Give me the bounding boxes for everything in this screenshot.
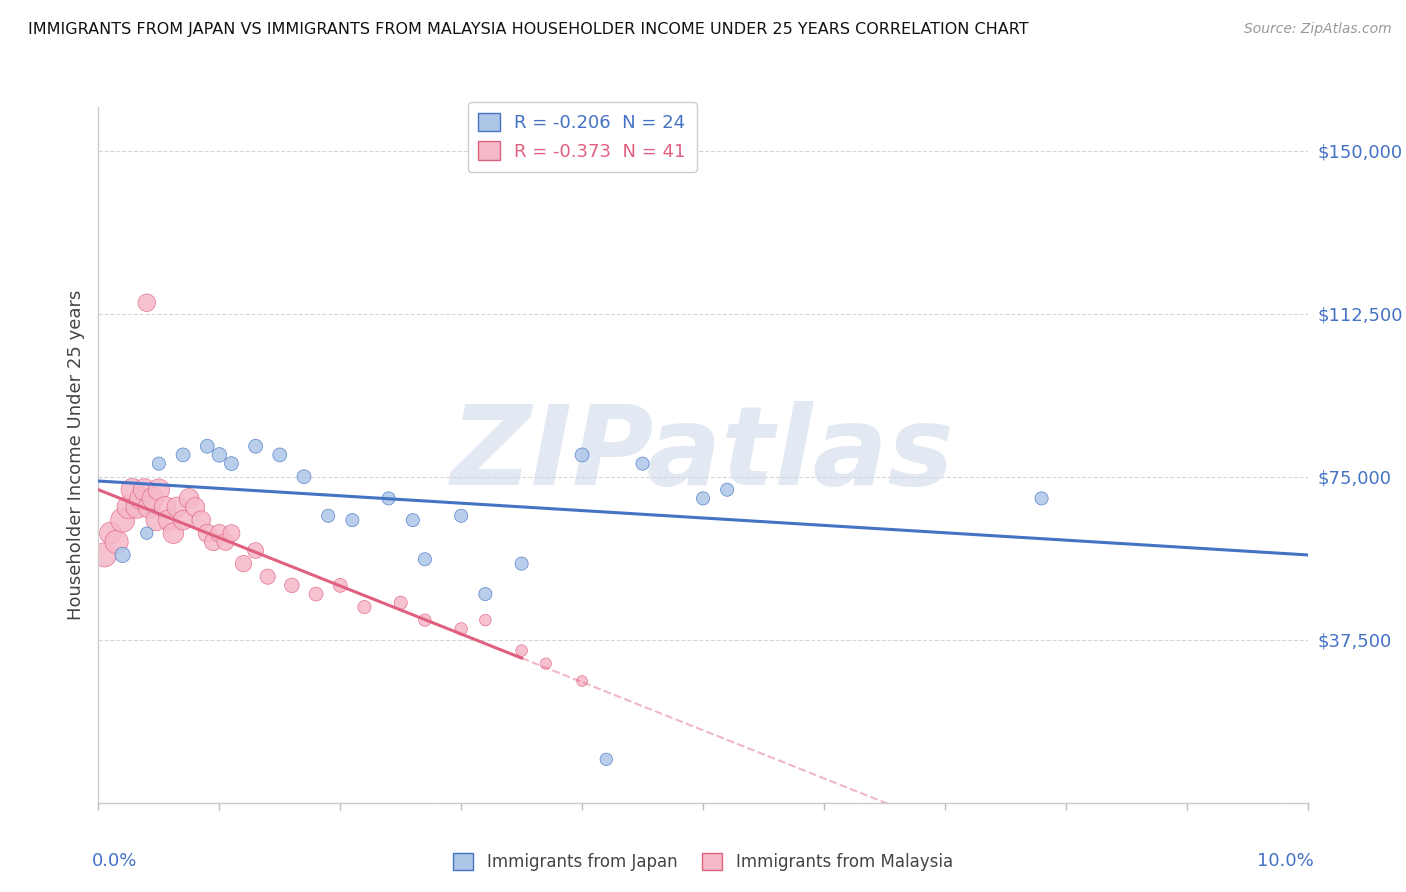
Point <box>142 491 165 506</box>
Point <box>474 587 496 601</box>
Point <box>179 491 201 506</box>
Point <box>402 513 425 527</box>
Point <box>474 613 496 627</box>
Point <box>342 513 364 527</box>
Point <box>111 548 134 562</box>
Point <box>184 500 207 514</box>
Point <box>135 295 157 310</box>
Point <box>510 557 533 571</box>
Point <box>245 543 267 558</box>
Point <box>93 548 115 562</box>
Point <box>127 500 149 514</box>
Point <box>256 570 278 584</box>
Point <box>208 448 231 462</box>
Point <box>413 552 436 566</box>
Point <box>202 535 225 549</box>
Point <box>450 622 472 636</box>
Point <box>245 439 267 453</box>
Point <box>631 457 654 471</box>
Y-axis label: Householder Income Under 25 years: Householder Income Under 25 years <box>66 290 84 620</box>
Point <box>716 483 738 497</box>
Point <box>510 643 533 657</box>
Point <box>571 448 593 462</box>
Point <box>692 491 714 506</box>
Point <box>208 526 231 541</box>
Point <box>534 657 557 671</box>
Point <box>129 491 152 506</box>
Text: 0.0%: 0.0% <box>93 852 138 870</box>
Point <box>1031 491 1053 506</box>
Point <box>316 508 339 523</box>
Point <box>135 526 157 541</box>
Point <box>105 535 128 549</box>
Point <box>292 469 315 483</box>
Point <box>118 500 141 514</box>
Point <box>153 500 176 514</box>
Point <box>595 752 617 766</box>
Point <box>232 557 254 571</box>
Point <box>305 587 328 601</box>
Text: Source: ZipAtlas.com: Source: ZipAtlas.com <box>1244 22 1392 37</box>
Point <box>413 613 436 627</box>
Point <box>214 535 236 549</box>
Point <box>166 500 188 514</box>
Point <box>450 508 472 523</box>
Point <box>138 500 160 514</box>
Point <box>148 457 170 471</box>
Point <box>195 526 218 541</box>
Point <box>190 513 212 527</box>
Point <box>389 596 412 610</box>
Point <box>134 483 156 497</box>
Point <box>162 526 184 541</box>
Point <box>195 439 218 453</box>
Point <box>148 483 170 497</box>
Text: ZIPatlas: ZIPatlas <box>451 401 955 508</box>
Point <box>221 457 243 471</box>
Point <box>377 491 399 506</box>
Text: 10.0%: 10.0% <box>1257 852 1313 870</box>
Point <box>172 448 194 462</box>
Point <box>145 513 167 527</box>
Point <box>269 448 291 462</box>
Point <box>121 483 143 497</box>
Point <box>100 526 122 541</box>
Point <box>353 600 375 615</box>
Point <box>172 513 194 527</box>
Point <box>571 674 593 689</box>
Point <box>111 513 134 527</box>
Point <box>157 513 180 527</box>
Point <box>221 526 243 541</box>
Legend: Immigrants from Japan, Immigrants from Malaysia: Immigrants from Japan, Immigrants from M… <box>447 847 959 878</box>
Point <box>329 578 352 592</box>
Text: IMMIGRANTS FROM JAPAN VS IMMIGRANTS FROM MALAYSIA HOUSEHOLDER INCOME UNDER 25 YE: IMMIGRANTS FROM JAPAN VS IMMIGRANTS FROM… <box>28 22 1029 37</box>
Point <box>281 578 304 592</box>
